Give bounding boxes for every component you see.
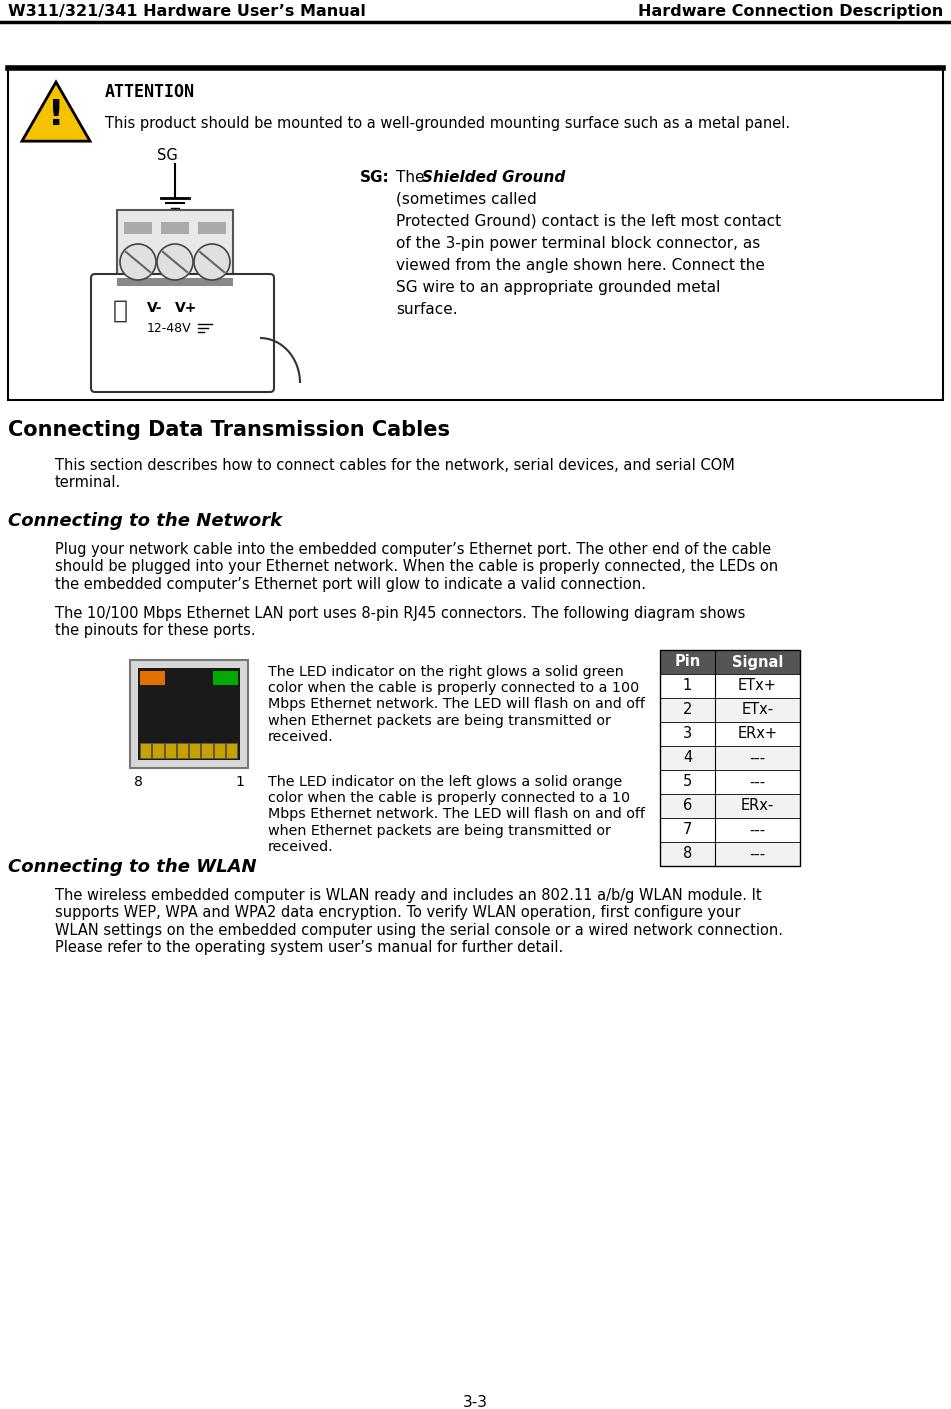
Text: 2: 2 — [683, 703, 692, 717]
Bar — [660, 843, 800, 867]
Text: 1: 1 — [683, 679, 692, 693]
Text: This section describes how to connect cables for the network, serial devices, an: This section describes how to connect ca… — [55, 458, 735, 490]
Bar — [214, 743, 224, 758]
Bar — [660, 650, 800, 674]
Text: SG: SG — [157, 148, 178, 163]
Text: ---: --- — [749, 823, 766, 837]
Circle shape — [157, 244, 193, 280]
Bar — [117, 210, 233, 278]
Bar — [140, 743, 151, 758]
Text: V-: V- — [147, 302, 163, 316]
Polygon shape — [22, 82, 90, 141]
Text: Pin: Pin — [674, 655, 701, 669]
Text: of the 3-pin power terminal block connector, as: of the 3-pin power terminal block connec… — [396, 235, 760, 251]
Text: The LED indicator on the left glows a solid orange
color when the cable is prope: The LED indicator on the left glows a so… — [268, 775, 645, 854]
Bar — [660, 745, 800, 769]
Text: Connecting to the WLAN: Connecting to the WLAN — [8, 858, 257, 876]
Text: Connecting Data Transmission Cables: Connecting Data Transmission Cables — [8, 420, 450, 440]
Text: W311/321/341 Hardware User’s Manual: W311/321/341 Hardware User’s Manual — [8, 4, 366, 18]
Bar — [660, 650, 800, 867]
Text: 5: 5 — [683, 775, 692, 789]
Text: 6: 6 — [683, 799, 692, 813]
Text: surface.: surface. — [396, 302, 457, 317]
Text: 7: 7 — [683, 823, 692, 837]
Text: SG wire to an appropriate grounded metal: SG wire to an appropriate grounded metal — [396, 280, 720, 294]
Bar — [660, 721, 800, 745]
Bar — [660, 795, 800, 819]
Text: V+: V+ — [175, 302, 198, 316]
Bar — [8, 68, 943, 400]
Text: Signal: Signal — [732, 655, 784, 669]
Text: ETx+: ETx+ — [738, 679, 777, 693]
Bar — [202, 743, 212, 758]
Circle shape — [120, 244, 156, 280]
Bar — [161, 223, 189, 234]
Bar — [189, 743, 201, 758]
Text: ERx+: ERx+ — [737, 727, 778, 741]
Bar — [177, 743, 188, 758]
Bar — [165, 743, 176, 758]
Bar — [660, 769, 800, 795]
Text: 8: 8 — [134, 775, 143, 789]
Bar — [660, 819, 800, 843]
Text: 1: 1 — [235, 775, 244, 789]
Bar — [660, 674, 800, 697]
Text: The: The — [396, 170, 429, 185]
Bar — [140, 671, 165, 685]
Text: 8: 8 — [683, 847, 692, 861]
Bar — [117, 278, 233, 286]
Text: ⏚: ⏚ — [113, 299, 128, 323]
Text: ATTENTION: ATTENTION — [105, 83, 195, 101]
Text: Connecting to the Network: Connecting to the Network — [8, 511, 282, 530]
Text: ERx-: ERx- — [741, 799, 774, 813]
Text: viewed from the angle shown here. Connect the: viewed from the angle shown here. Connec… — [396, 258, 765, 273]
Text: The wireless embedded computer is WLAN ready and includes an 802.11 a/b/g WLAN m: The wireless embedded computer is WLAN r… — [55, 888, 783, 955]
Text: 12-48V: 12-48V — [147, 321, 191, 334]
Text: ---: --- — [749, 775, 766, 789]
Bar — [660, 697, 800, 721]
FancyBboxPatch shape — [91, 273, 274, 392]
Text: Shielded Ground: Shielded Ground — [422, 170, 565, 185]
Text: !: ! — [48, 97, 65, 131]
Bar — [213, 671, 238, 685]
Text: 3-3: 3-3 — [462, 1395, 488, 1409]
Text: ---: --- — [749, 847, 766, 861]
Circle shape — [194, 244, 230, 280]
Text: The 10/100 Mbps Ethernet LAN port uses 8-pin RJ45 connectors. The following diag: The 10/100 Mbps Ethernet LAN port uses 8… — [55, 606, 746, 638]
Text: ---: --- — [749, 751, 766, 765]
Text: SG:: SG: — [360, 170, 390, 185]
Bar — [198, 223, 226, 234]
Text: 4: 4 — [683, 751, 692, 765]
Bar — [152, 743, 164, 758]
Text: Plug your network cable into the embedded computer’s Ethernet port. The other en: Plug your network cable into the embedde… — [55, 542, 778, 592]
Bar — [138, 668, 240, 759]
Text: This product should be mounted to a well-grounded mounting surface such as a met: This product should be mounted to a well… — [105, 116, 790, 131]
Text: ETx-: ETx- — [742, 703, 773, 717]
Text: 3: 3 — [683, 727, 692, 741]
Bar — [225, 743, 237, 758]
Text: Protected Ground) contact is the left most contact: Protected Ground) contact is the left mo… — [396, 214, 781, 230]
Bar — [124, 223, 152, 234]
Text: (sometimes called: (sometimes called — [396, 192, 536, 207]
Bar — [130, 659, 248, 768]
Text: The LED indicator on the right glows a solid green
color when the cable is prope: The LED indicator on the right glows a s… — [268, 665, 645, 744]
Text: Hardware Connection Description: Hardware Connection Description — [638, 4, 943, 18]
